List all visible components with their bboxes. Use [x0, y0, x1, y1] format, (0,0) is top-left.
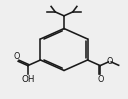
Text: O: O [97, 75, 104, 84]
Text: O: O [107, 57, 113, 66]
Text: O: O [13, 52, 20, 61]
Text: OH: OH [21, 75, 35, 84]
